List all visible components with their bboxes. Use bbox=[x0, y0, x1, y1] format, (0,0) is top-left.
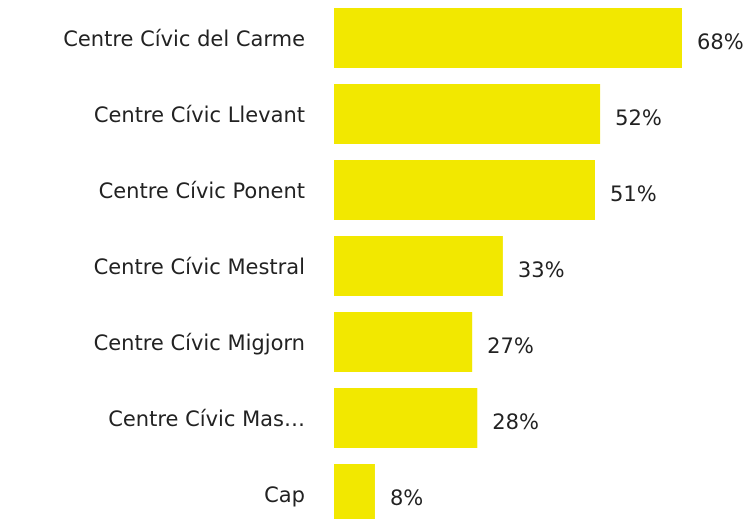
category-label: Centre Cívic Ponent bbox=[99, 179, 305, 203]
bar bbox=[334, 8, 682, 68]
category-label: Centre Cívic Mas… bbox=[108, 407, 305, 431]
bar bbox=[334, 160, 595, 220]
bar bbox=[334, 236, 503, 296]
category-label: Centre Cívic Llevant bbox=[94, 103, 305, 127]
bar bbox=[334, 312, 473, 372]
value-label: 52% bbox=[615, 106, 662, 130]
category-label: Centre Cívic del Carme bbox=[63, 27, 305, 51]
bar bbox=[334, 464, 375, 519]
bar bbox=[334, 84, 601, 144]
value-label: 51% bbox=[610, 182, 657, 206]
value-label: 68% bbox=[697, 30, 744, 54]
category-label: Centre Cívic Mestral bbox=[94, 255, 305, 279]
category-label: Centre Cívic Migjorn bbox=[94, 331, 305, 355]
value-label: 33% bbox=[518, 258, 565, 282]
category-label: Cap bbox=[264, 483, 305, 507]
value-label: 27% bbox=[487, 334, 534, 358]
bar bbox=[334, 388, 478, 448]
value-label: 8% bbox=[390, 486, 423, 510]
value-label: 28% bbox=[492, 410, 539, 434]
